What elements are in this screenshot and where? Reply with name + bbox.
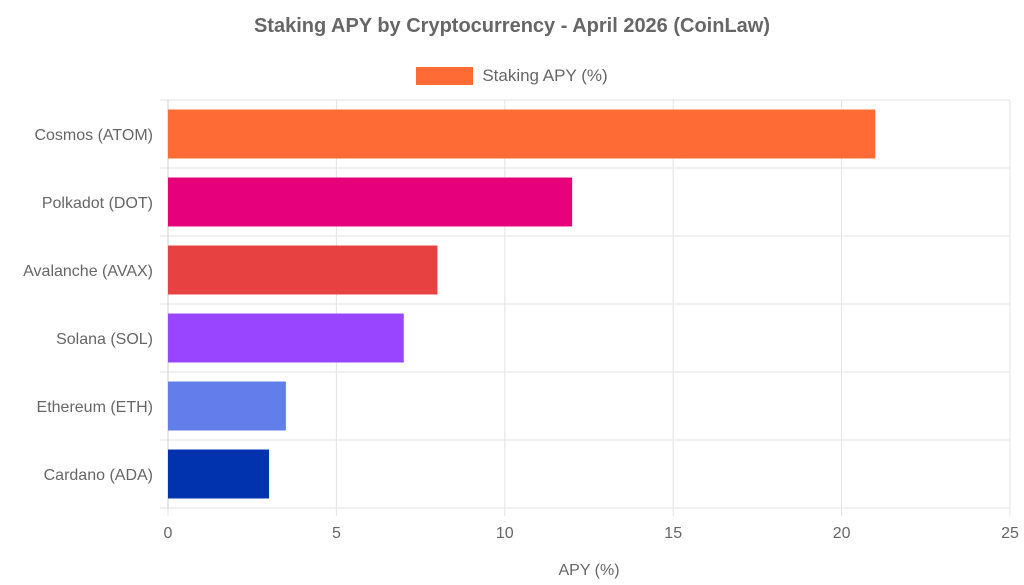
legend-label: Staking APY (%)	[482, 66, 608, 85]
bar	[168, 245, 438, 295]
x-axis-title: APY (%)	[558, 562, 619, 579]
bar	[168, 449, 270, 499]
bar	[168, 313, 404, 363]
x-tick-label: 5	[332, 525, 341, 542]
y-tick-label: Ethereum (ETH)	[37, 399, 153, 416]
bar	[168, 177, 573, 227]
y-tick-label: Solana (SOL)	[56, 331, 153, 348]
x-tick-label: 25	[1001, 525, 1019, 542]
y-tick-label: Avalanche (AVAX)	[23, 263, 153, 280]
x-tick-label: 15	[664, 525, 682, 542]
x-tick-label: 20	[833, 525, 851, 542]
legend-swatch	[416, 67, 474, 85]
bar	[168, 381, 286, 431]
x-tick-label: 0	[164, 525, 173, 542]
y-tick-label: Cosmos (ATOM)	[34, 127, 153, 144]
legend[interactable]: Staking APY (%)	[0, 66, 1024, 86]
chart-title: Staking APY by Cryptocurrency - April 20…	[253, 15, 771, 37]
x-tick-label: 10	[496, 525, 514, 542]
y-tick-label: Cardano (ADA)	[44, 467, 153, 484]
y-tick-label: Polkadot (DOT)	[42, 195, 153, 212]
bar	[168, 109, 876, 159]
